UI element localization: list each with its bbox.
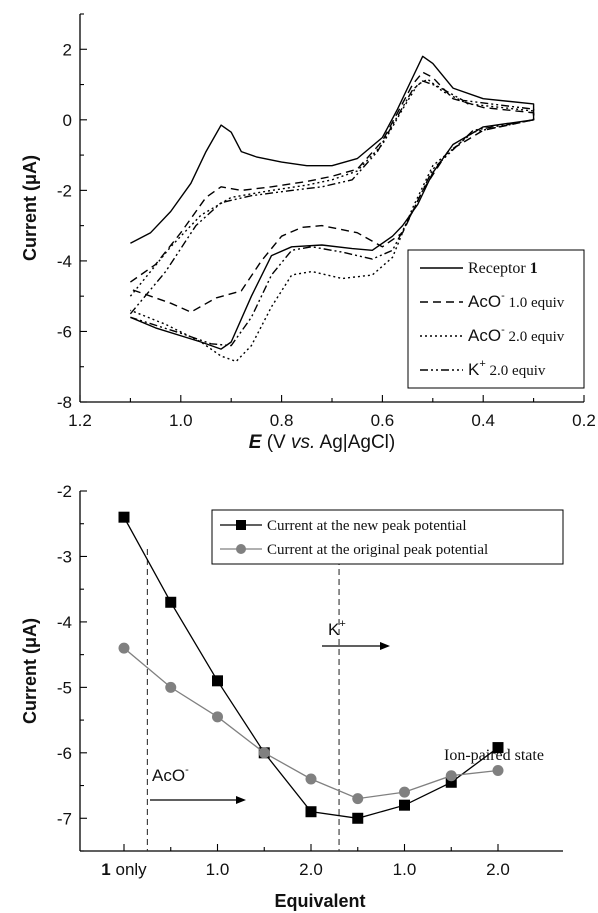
y-tick-label: 0 — [63, 111, 72, 130]
y-tick-label: -2 — [57, 482, 72, 501]
y-tick-label: -6 — [57, 322, 72, 341]
y-tick-label: -4 — [57, 613, 72, 632]
x-tick-label: 2.0 — [299, 860, 323, 879]
new-peak-marker — [305, 806, 317, 818]
x-tick-label: 1.0 — [206, 860, 230, 879]
original-peak-marker — [165, 681, 177, 693]
cv-curve-2 — [129, 71, 535, 313]
x-tick-label: 1 only — [101, 860, 147, 879]
new-peak-marker — [492, 742, 504, 754]
cv-chart: 2 0 -2 -4 -6 -81.2 1.0 0.8 0.6 0.4 0.2 Current (μA)… — [20, 13, 596, 453]
legend-box — [407, 249, 585, 389]
y-tick-label: -5 — [57, 678, 72, 697]
new-peak-marker — [445, 776, 457, 788]
y-tick-label: -3 — [57, 547, 72, 566]
aco-annotation: AcO- — [152, 764, 189, 785]
legend-label-4: K+ 2.0 equiv — [468, 358, 546, 379]
legend-box — [211, 509, 564, 565]
original-peak-marker — [305, 773, 317, 785]
x-tick-label: 0.8 — [270, 411, 294, 430]
cv-curve-4 — [129, 80, 535, 347]
original-peak-marker — [492, 764, 504, 776]
legend: Receptor 1 AcO- 1.0 equiv AcO- 2.0 equiv K+… — [407, 249, 585, 389]
original-peak-marker — [258, 747, 270, 759]
k-arrow-head — [380, 642, 390, 650]
k-annotation: K+ — [328, 618, 346, 639]
y-axis-label: Current (μA) — [20, 618, 40, 724]
original-peak-marker — [399, 786, 410, 798]
original-peak-marker — [352, 793, 364, 805]
y-tick-label: 2 — [63, 40, 72, 59]
new-peak-marker — [352, 812, 364, 824]
equivalent-chart: -2 -3 -4 -5 -6 -7 1 only 1.0 2.0 1.0 2.0 Current (μ… — [20, 482, 564, 911]
original-peak-marker — [445, 770, 457, 782]
x-tick-label: 1.2 — [68, 411, 92, 430]
x-tick-label: 2.0 — [486, 860, 510, 879]
legend-label-1: Receptor 1 — [468, 260, 538, 277]
legend: Current at the new peak potential Current… — [211, 509, 564, 565]
new-peak-marker — [118, 511, 130, 523]
y-axis-label: Current (μA) — [20, 155, 40, 261]
legend-marker-square — [236, 520, 246, 530]
new-peak-marker — [165, 596, 177, 608]
y-tick-label: -6 — [57, 744, 72, 763]
legend-label-2: AcO- 1.0 equiv — [468, 290, 565, 311]
y-tick-label: -4 — [57, 252, 72, 271]
y-tick-label: -2 — [57, 181, 72, 200]
original-peak-marker — [118, 642, 130, 654]
x-axis-label: E (V vs. Ag|AgCl) — [249, 432, 395, 453]
original-peak-marker — [212, 711, 223, 723]
cv-curve-1 — [130, 55, 535, 350]
legend-label-2: Current at the original peak potential — [267, 542, 488, 558]
y-tick-label: -7 — [57, 809, 72, 828]
x-tick-label: 1.0 — [169, 411, 193, 430]
legend-label-3: AcO- 2.0 equiv — [468, 324, 565, 345]
x-axis-label: Equivalent — [274, 891, 365, 911]
ion-paired-annotation: Ion-paired state — [444, 747, 544, 764]
x-tick-label: 0.4 — [471, 411, 495, 430]
x-tick-label: 0.2 — [572, 411, 596, 430]
new-peak-marker — [212, 675, 223, 687]
legend-marker-circle — [236, 544, 246, 554]
new-peak-marker — [399, 799, 410, 811]
y-tick-label: -8 — [57, 393, 72, 412]
aco-arrow-head — [236, 796, 246, 804]
x-tick-label: 1.0 — [393, 860, 417, 879]
x-tick-label: 0.6 — [371, 411, 395, 430]
legend-label-1: Current at the new peak potential — [267, 518, 467, 534]
